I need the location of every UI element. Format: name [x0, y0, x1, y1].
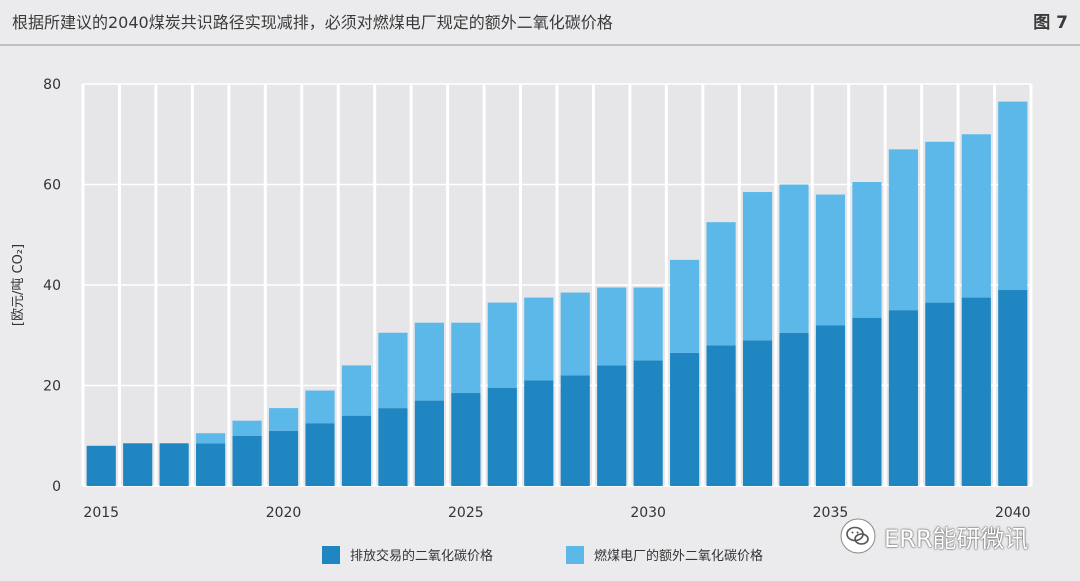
figure-label: 图 7	[1033, 13, 1068, 33]
header-divider	[0, 44, 1080, 46]
y-tick-label: 80	[43, 77, 61, 93]
bar-emission-2028	[560, 375, 590, 486]
bar-extra-2036	[852, 181, 882, 318]
bar-emission-2016	[123, 443, 153, 486]
bar-extra-2035	[815, 194, 846, 326]
bar-extra-2026	[487, 302, 517, 389]
legend-label-1: 排放交易的二氧化碳价格	[350, 548, 493, 564]
bar-extra-2028	[560, 292, 590, 376]
bar-emission-2037	[888, 310, 918, 486]
x-tick-label: 2040	[995, 505, 1031, 521]
bar-emission-2023	[378, 408, 408, 486]
bar-emission-2039	[961, 297, 991, 486]
y-tick-label: 60	[43, 178, 61, 194]
bar-extra-2027	[524, 297, 554, 381]
bar-extra-2019	[232, 420, 262, 436]
x-tick-label: 2035	[813, 505, 849, 521]
bar-emission-2035	[815, 325, 846, 486]
x-tick-label: 2020	[266, 505, 302, 521]
bar-emission-2022	[341, 415, 372, 486]
bar-emission-2017	[159, 443, 189, 486]
bar-emission-2029	[597, 365, 627, 486]
bar-emission-2026	[487, 388, 517, 486]
wechat-icon	[840, 518, 876, 554]
x-tick-label: 2025	[448, 505, 484, 521]
legend-label-2: 燃煤电厂的额外二氧化碳价格	[594, 548, 763, 564]
watermark-text: ERR能研微讯	[884, 524, 1029, 553]
bar-emission-2020	[268, 430, 299, 486]
y-tick-label: 20	[43, 379, 61, 395]
watermark: ERR能研微讯	[840, 516, 1029, 556]
bar-extra-2029	[597, 287, 627, 366]
bar-emission-2021	[305, 423, 335, 486]
y-axis-label: [欧元/吨 CO₂]	[11, 244, 26, 326]
bar-extra-2032	[706, 222, 736, 346]
bar-extra-2034	[779, 184, 809, 333]
bar-extra-2031	[670, 259, 700, 353]
bar-emission-2034	[779, 332, 809, 486]
legend-swatch-1	[322, 546, 340, 564]
bar-emission-2036	[852, 317, 882, 486]
bar-emission-2027	[524, 380, 554, 486]
bar-emission-2015	[86, 445, 116, 486]
header: 根据所建议的2040煤炭共识路径实现减排，必须对燃煤电厂规定的额外二氧化碳价格 …	[0, 0, 1080, 44]
bar-extra-2033	[742, 192, 773, 341]
bar-emission-2025	[451, 393, 481, 486]
bar-extra-2040	[998, 101, 1028, 291]
bar-emission-2040	[998, 290, 1028, 486]
bar-extra-2039	[961, 134, 991, 298]
bar-extra-2023	[378, 332, 408, 409]
x-tick-label: 2030	[630, 505, 666, 521]
bar-extra-2020	[268, 408, 299, 431]
bar-extra-2018	[196, 433, 226, 444]
y-tick-label: 40	[43, 278, 61, 294]
y-tick-label: 0	[52, 479, 61, 495]
bar-emission-2024	[414, 400, 444, 486]
chart-title: 根据所建议的2040煤炭共识路径实现减排，必须对燃煤电厂规定的额外二氧化碳价格	[12, 13, 613, 32]
bar-extra-2022	[341, 365, 372, 416]
bar-extra-2037	[888, 149, 918, 311]
bar-emission-2032	[706, 345, 736, 486]
x-tick-label: 2015	[83, 505, 119, 521]
bar-extra-2021	[305, 390, 335, 424]
bar-emission-2018	[196, 443, 226, 486]
bar-extra-2024	[414, 322, 444, 401]
bar-emission-2030	[633, 360, 663, 486]
bar-emission-2031	[670, 352, 700, 486]
bar-extra-2025	[451, 322, 481, 394]
legend-swatch-2	[566, 546, 584, 564]
bar-extra-2030	[633, 287, 663, 361]
bar-extra-2038	[925, 141, 955, 303]
bar-emission-2033	[742, 340, 773, 486]
bar-emission-2038	[925, 302, 955, 486]
bar-emission-2019	[232, 435, 262, 486]
